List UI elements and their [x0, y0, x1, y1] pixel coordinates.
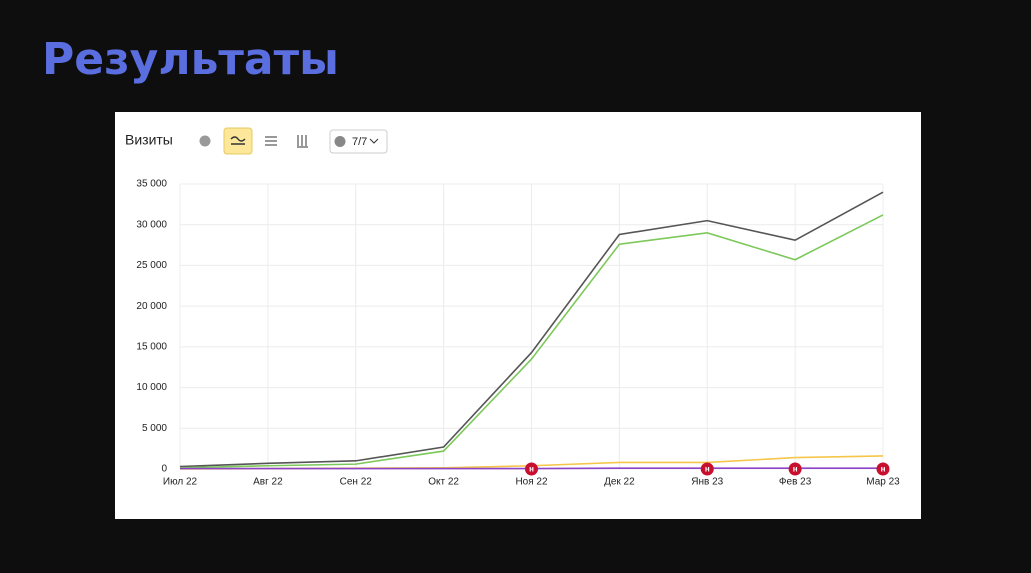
x-tick-label: Дек 22	[604, 477, 635, 488]
annotation-label: н	[529, 465, 534, 474]
x-tick-label: Июл 22	[163, 477, 198, 488]
filter-dropdown[interactable]	[329, 129, 388, 154]
chart-title: Визиты	[125, 132, 173, 148]
line-icon[interactable]	[223, 127, 253, 155]
chart: Визиты 7/7 0 5 000 10 000 15 000 20 000 25 00…	[115, 112, 921, 519]
x-tick-label: Мар 23	[866, 477, 900, 488]
annotation-marker	[525, 462, 538, 476]
bar-icon[interactable]	[297, 135, 308, 148]
line-icon-glyph	[230, 136, 246, 145]
y-tick-label: 10 000	[136, 382, 167, 393]
annotation-label: н	[793, 465, 798, 474]
y-tick-label: 35 000	[136, 179, 167, 190]
x-tick-label: Сен 22	[340, 477, 373, 488]
chart-panel	[115, 112, 921, 519]
annotation-label: н	[881, 465, 886, 474]
x-tick-label: Авг 22	[253, 477, 283, 488]
series-line	[179, 191, 884, 468]
annotation-marker	[876, 462, 890, 476]
x-tick-label: Ноя 22	[515, 477, 548, 488]
y-tick-label: 5 000	[142, 423, 167, 434]
annotation-marker	[788, 462, 802, 476]
toolbar: 7/7	[199, 127, 388, 155]
y-tick-label: 25 000	[136, 260, 167, 271]
x-tick-label: Фев 23	[779, 477, 812, 488]
series-line	[179, 214, 884, 469]
dropdown-arrow	[369, 138, 379, 144]
area-icon[interactable]	[265, 136, 277, 146]
pie-icon[interactable]	[199, 135, 211, 147]
annotation-label: н	[705, 465, 710, 474]
filter-icon	[334, 136, 346, 147]
filter-label: 7/7	[352, 136, 367, 148]
slide-title: Результаты	[42, 34, 339, 85]
x-tick-label: Янв 23	[691, 477, 723, 488]
y-tick-label: 15 000	[136, 341, 167, 352]
y-tick-label: 20 000	[136, 301, 167, 312]
y-tick-label: 0	[161, 464, 167, 475]
x-tick-label: Окт 22	[428, 477, 459, 488]
y-tick-label: 30 000	[136, 219, 167, 230]
annotation-marker	[700, 462, 714, 476]
